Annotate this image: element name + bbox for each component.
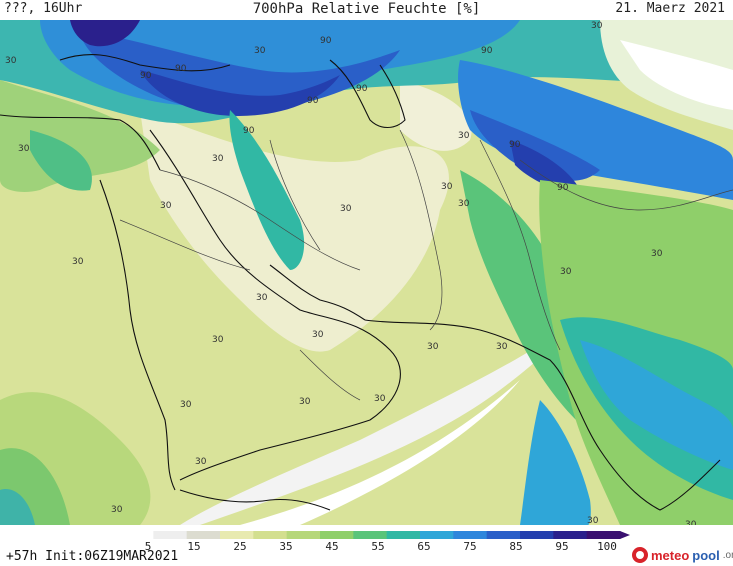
contour-label-90: 90: [509, 140, 521, 150]
contour-label-30: 30: [340, 204, 352, 214]
contour-label-30: 30: [591, 21, 603, 31]
contour-labels: 90 90 90 90 90 90 90 90 90 30 30 30 30 3…: [5, 21, 697, 525]
colorbar-segment: [586, 531, 621, 539]
contour-label-90: 90: [243, 126, 255, 136]
colorbar-tick-labels: 5 15 25 35 45 55 65 75 85 95 100: [0, 540, 733, 554]
contour-label-90: 90: [356, 84, 368, 94]
colorbar-segment: [186, 531, 221, 539]
colorbar-segment: [353, 531, 388, 539]
colorbar-tick: 55: [371, 540, 385, 553]
logo-icon: [632, 547, 648, 563]
contour-label-30: 30: [458, 199, 470, 209]
contour-label-30: 30: [180, 400, 192, 410]
contour-label-30: 30: [212, 154, 224, 164]
logo-text-org: .org: [722, 549, 733, 561]
colorbar-tick: 75: [463, 540, 477, 553]
colorbar-tick: 45: [325, 540, 339, 553]
contour-label-30: 30: [254, 46, 266, 56]
contour-label-90: 90: [307, 96, 319, 106]
colorbar: [120, 531, 630, 539]
chart-title: 700hPa Relative Feuchte [%]: [252, 1, 481, 17]
contour-label-90: 90: [557, 183, 569, 193]
humidity-map: 90 90 90 90 90 90 90 90 90 30 30 30 30 3…: [0, 20, 733, 525]
forecast-time-label: ???, 16Uhr: [4, 1, 83, 16]
forecast-date: 21. Maerz 2021: [615, 1, 725, 16]
contour-label-30: 30: [312, 330, 324, 340]
contour-label-30: 30: [212, 335, 224, 345]
colorbar-tick: 85: [509, 540, 523, 553]
colorbar-segment: [153, 531, 188, 539]
contour-label-30: 30: [111, 505, 123, 515]
colorbar-segment: [320, 531, 354, 539]
contour-label-90: 90: [320, 36, 332, 46]
colorbar-tick: 15: [187, 540, 201, 553]
colorbar-segment: [520, 531, 554, 539]
colorbar-tick: 95: [555, 540, 569, 553]
contour-label-30: 30: [299, 397, 311, 407]
colorbar-tick: 35: [279, 540, 293, 553]
contour-label-30: 30: [427, 342, 439, 352]
colorbar-tick: 5: [144, 540, 152, 553]
colorbar-end-arrow: [620, 531, 630, 539]
run-info: +57h Init:06Z19MAR2021: [6, 549, 179, 564]
contour-label-30: 30: [195, 457, 207, 467]
colorbar-tick: 25: [233, 540, 247, 553]
contour-label-30: 30: [160, 201, 172, 211]
coastlines: [0, 54, 721, 511]
contour-label-30: 30: [72, 257, 84, 267]
contour-label-30: 30: [651, 249, 663, 259]
header-bar: ???, 16Uhr 700hPa Relative Feuchte [%] 2…: [0, 0, 733, 20]
contour-label-30: 30: [441, 182, 453, 192]
contour-label-30: 30: [587, 516, 599, 525]
colorbar-segment: [453, 531, 488, 539]
contour-label-90: 90: [140, 71, 152, 81]
colorbar-segment: [253, 531, 288, 539]
colorbar-segment: [486, 531, 521, 539]
logo-text-pool: pool: [692, 547, 720, 563]
colorbar-segment: [220, 531, 254, 539]
map-canvas: 90 90 90 90 90 90 90 90 90 30 30 30 30 3…: [0, 20, 733, 525]
colorbar-segment: [386, 531, 421, 539]
logo-text-meteo: meteo: [651, 547, 690, 563]
contour-label-30: 30: [5, 56, 17, 66]
contour-label-30: 30: [560, 267, 572, 277]
contour-label-30: 30: [458, 131, 470, 141]
borders: [119, 129, 733, 401]
contour-label-30: 30: [374, 394, 386, 404]
contour-label-90: 90: [481, 46, 493, 56]
colorbar-segment: [286, 531, 321, 539]
colorbar-tick: 65: [417, 540, 431, 553]
contour-label-30: 30: [496, 342, 508, 352]
colorbar-segment: [120, 531, 154, 539]
colorbar-segment: [553, 531, 588, 539]
contour-label-30: 30: [256, 293, 268, 303]
contour-label-30: 30: [685, 520, 697, 525]
colorbar-tick: 100: [597, 540, 617, 553]
colorbar-segment: [420, 531, 454, 539]
contour-label-30: 30: [18, 144, 30, 154]
contour-label-90: 90: [175, 64, 187, 74]
